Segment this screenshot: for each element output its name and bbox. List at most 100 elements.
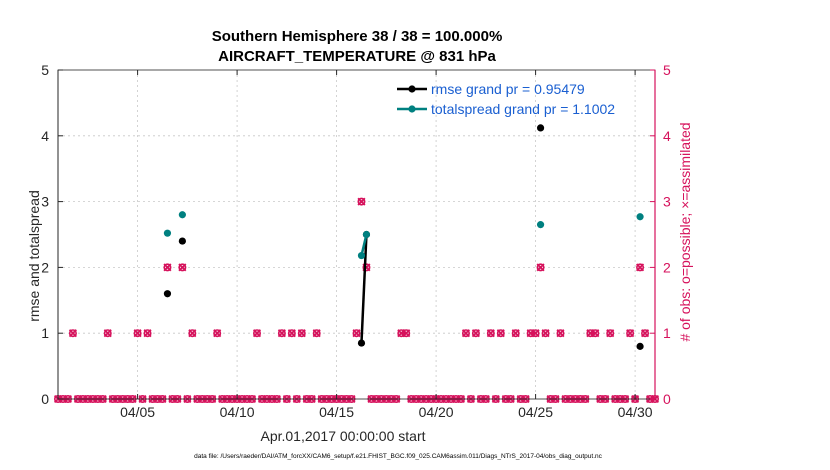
obs-possible-mark-n-19 — [471, 329, 480, 338]
y2-tick-label-5: 5 — [663, 62, 671, 78]
y-tick-label-5: 5 — [41, 62, 49, 78]
y-axis-label: rmse and totalspread — [26, 190, 42, 322]
obs-marker-n-1 — [103, 329, 112, 338]
x-tick-label-5: 04/30 — [618, 404, 653, 420]
obs-marker-n-10 — [287, 329, 296, 338]
obs-marker-n-25 — [536, 263, 545, 272]
obs-possible-mark-n-12 — [312, 329, 321, 338]
obs-possible-mark-n-11 — [297, 329, 306, 338]
obs-marker-n-26 — [541, 329, 550, 338]
obs-possible-mark-n-1 — [103, 329, 112, 338]
obs-assim-mark-b-n-7 — [213, 329, 222, 338]
obs-possible-mark-n-4 — [163, 263, 172, 272]
obs-assim-mark-b-n-12 — [312, 329, 321, 338]
y-tick-label-3: 3 — [41, 194, 49, 210]
obs-possible-mark-n-22 — [511, 329, 520, 338]
data-file-footer: data file: /Users/raeder/DAI/ATM_forcXX/… — [194, 453, 603, 460]
x-axis-ticks: 04/05 04/10 04/15 04/20 04/25 04/30 — [120, 70, 653, 420]
legend-spread-label: totalspread grand pr = 1.1002 — [431, 101, 615, 117]
obs-assim-mark-b-n-2 — [133, 329, 142, 338]
legend-rmse-label: rmse grand pr = 0.95479 — [431, 81, 585, 97]
series-0-point-4 — [536, 124, 545, 132]
obs-possible-mark-n-27 — [556, 329, 565, 338]
obs-marker-n-27 — [556, 329, 565, 338]
obs-assim-mark-b-n-33 — [641, 329, 650, 338]
obs-marker-n-20 — [486, 329, 495, 338]
obs-marker-n-31 — [626, 329, 635, 338]
obs-marker-n-12 — [312, 329, 321, 338]
obs-assim-mark-b-n-14 — [357, 197, 366, 206]
obs-possible-mark-n-32 — [636, 263, 645, 272]
obs-assim-mark-b-n-5 — [178, 263, 187, 272]
series-1-point-0 — [163, 229, 172, 237]
obs-possible-mark-n-0 — [68, 329, 77, 338]
obs-possible-mark-n-9 — [277, 329, 286, 338]
obs-possible-mark-n-2 — [133, 329, 142, 338]
y2-tick-label-0: 0 — [663, 391, 671, 407]
obs-possible-mark-n-20 — [486, 329, 495, 338]
obs-assim-mark-b-n-29 — [591, 329, 600, 338]
legend-spread-marker — [408, 105, 416, 113]
obs-possible-mark-n-33 — [641, 329, 650, 338]
obs-marker-n-22 — [511, 329, 520, 338]
obs-assim-mark-b-n-32 — [636, 263, 645, 272]
series-layer — [163, 124, 644, 350]
series-0-segment-2 — [360, 234, 368, 344]
series-1-point-3 — [362, 230, 371, 239]
obs-marker-n-29 — [591, 329, 600, 338]
obs-assim-mark-b-n-22 — [511, 329, 520, 338]
obs-marker-n-32 — [636, 263, 645, 272]
obs-assim-mark-b-n-9 — [277, 329, 286, 338]
obs-possible-mark-n-18 — [461, 329, 470, 338]
obs-marker-n-6 — [188, 329, 197, 338]
series-0-point-0 — [163, 290, 172, 298]
obs-assim-mark-b-n-30 — [606, 329, 615, 338]
obs-assim-mark-b-n-25 — [536, 263, 545, 272]
y-axis-ticks: 0 1 2 3 4 5 — [41, 62, 63, 407]
obs-assim-mark-b-n-17 — [402, 329, 411, 338]
obs-assim-mark-b-n-24 — [531, 329, 540, 338]
y-tick-label-4: 4 — [41, 128, 49, 144]
obs-marker-n-30 — [606, 329, 615, 338]
obs-possible-mark-n-10 — [287, 329, 296, 338]
series-0-point-2 — [357, 339, 366, 347]
obs-assim-mark-b-n-13 — [352, 329, 361, 338]
y2-tick-label-3: 3 — [663, 194, 671, 210]
series-1-point-2 — [357, 251, 366, 260]
obs-marker-n-0 — [68, 329, 77, 338]
plot-area — [58, 70, 655, 399]
obs-possible-mark-n-17 — [402, 329, 411, 338]
y2-tick-label-2: 2 — [663, 259, 671, 275]
series-1-segment-2 — [360, 234, 368, 256]
y-tick-label-0: 0 — [41, 391, 49, 407]
obs-assim-mark-b-n-21 — [496, 329, 505, 338]
obs-assim-mark-b-n-19 — [471, 329, 480, 338]
obs-possible-mark-n-5 — [178, 263, 187, 272]
obs-possible-mark-n-13 — [352, 329, 361, 338]
obs-possible-mark-n-14 — [357, 197, 366, 206]
x-tick-label-1: 04/10 — [220, 404, 255, 420]
obs-marker-n-5 — [178, 263, 187, 272]
obs-assim-mark-b-n-4 — [163, 263, 172, 272]
y-tick-label-2: 2 — [41, 259, 49, 275]
obs-marker-n-3 — [143, 329, 152, 338]
obs-assim-mark-b-n-26 — [541, 329, 550, 338]
obs-marker-n-2 — [133, 329, 142, 338]
obs-assim-mark-b-n-31 — [626, 329, 635, 338]
y-tick-label-1: 1 — [41, 325, 49, 341]
obs-possible-mark-n-15 — [362, 263, 371, 272]
obs-marker-n-14 — [357, 197, 366, 206]
x-axis-label: Apr.01,2017 00:00:00 start — [260, 428, 425, 444]
obs-possible-mark-n-26 — [541, 329, 550, 338]
obs-assim-mark-b-n-20 — [486, 329, 495, 338]
obs-marker-n-8 — [252, 329, 262, 338]
obs-possible-mark-n-31 — [626, 329, 635, 338]
obs-possible-mark-n-3 — [143, 329, 152, 338]
obs-marker-n-9 — [277, 329, 286, 338]
obs-possible-mark-n-16 — [397, 329, 406, 338]
obs-marker-n-19 — [471, 329, 480, 338]
obs-marker-n-11 — [297, 329, 306, 338]
series-1-point-1 — [178, 211, 186, 219]
obs-marker-n-13 — [352, 329, 361, 338]
x-tick-label-4: 04/25 — [518, 404, 553, 420]
